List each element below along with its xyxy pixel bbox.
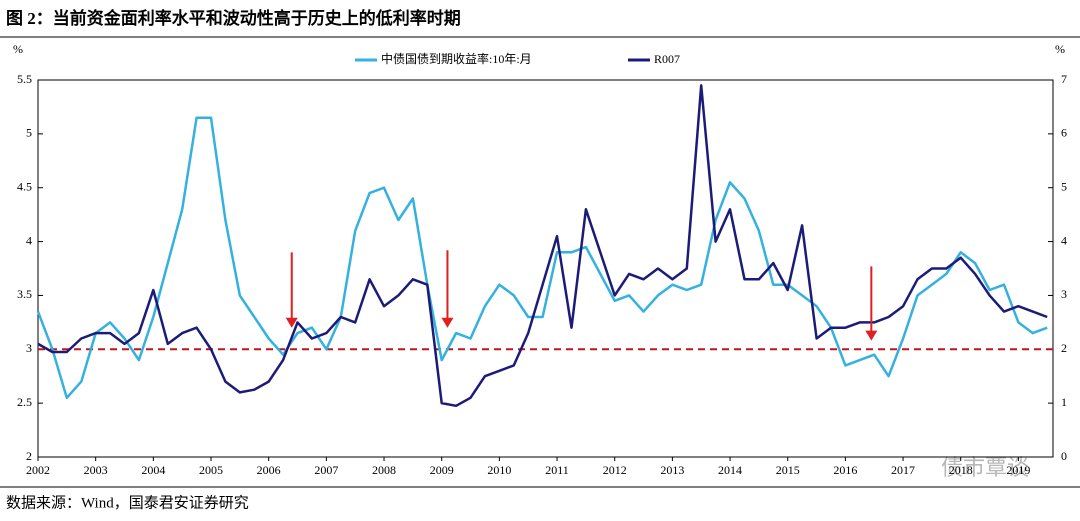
- x-tick-label: 2014: [718, 463, 742, 477]
- x-tick-label: 2010: [487, 463, 511, 477]
- x-tick-label: 2017: [891, 463, 915, 477]
- y2-tick-label: 4: [1061, 233, 1067, 247]
- watermark: 债市覃谈: [941, 455, 1029, 480]
- y2-tick-label: 2: [1061, 341, 1067, 355]
- x-tick-label: 2019: [1006, 463, 1030, 477]
- arrow-head: [285, 317, 298, 328]
- y-tick-label: 5.5: [17, 72, 32, 86]
- legend-label: R007: [654, 52, 680, 66]
- y-tick-label: 5: [26, 126, 32, 140]
- x-tick-label: 2002: [26, 463, 50, 477]
- x-tick-label: 2015: [776, 463, 800, 477]
- x-tick-label: 2016: [833, 463, 857, 477]
- y-tick-label: 2: [26, 449, 32, 463]
- arrow-head: [865, 330, 878, 341]
- x-tick-label: 2006: [257, 463, 281, 477]
- page-title: 图 2：当前资金面利率水平和波动性高于历史上的低利率时期: [6, 8, 461, 28]
- x-tick-label: 2008: [372, 463, 396, 477]
- series-line: [36, 116, 1048, 400]
- y-tick-label: 2.5: [17, 395, 32, 409]
- y-tick-label: 4: [26, 233, 32, 247]
- y-tick-label: 4.5: [17, 179, 32, 193]
- x-tick-label: 2009: [430, 463, 454, 477]
- plot-frame: [37, 79, 1054, 458]
- y2-tick-label: 6: [1061, 126, 1067, 140]
- x-tick-label: 2007: [314, 463, 338, 477]
- arrow-head: [441, 317, 454, 328]
- y2-tick-label: 3: [1061, 287, 1067, 301]
- x-tick-label: 2018: [949, 463, 973, 477]
- x-tick-label: 2005: [199, 463, 223, 477]
- y2-tick-label: 1: [1061, 395, 1067, 409]
- x-tick-label: 2011: [545, 463, 569, 477]
- y2-tick-label: 7: [1061, 72, 1067, 86]
- y-tick-label: 3: [26, 341, 32, 355]
- y-tick-label: 3.5: [17, 287, 32, 301]
- legend-label: 中债国债到期收益率:10年:月: [381, 51, 532, 66]
- x-tick-label: 2003: [84, 463, 108, 477]
- y2-tick-label: 5: [1061, 179, 1067, 193]
- x-tick-label: 2012: [603, 463, 627, 477]
- y2-tick-label: 0: [1061, 449, 1067, 463]
- x-tick-label: 2004: [141, 463, 165, 477]
- x-tick-label: 2013: [660, 463, 684, 477]
- y-unit: %: [13, 42, 23, 56]
- y2-unit: %: [1055, 42, 1065, 56]
- source: 数据来源：Wind，国泰君安证券研究: [6, 494, 249, 511]
- series-line: [37, 84, 1048, 408]
